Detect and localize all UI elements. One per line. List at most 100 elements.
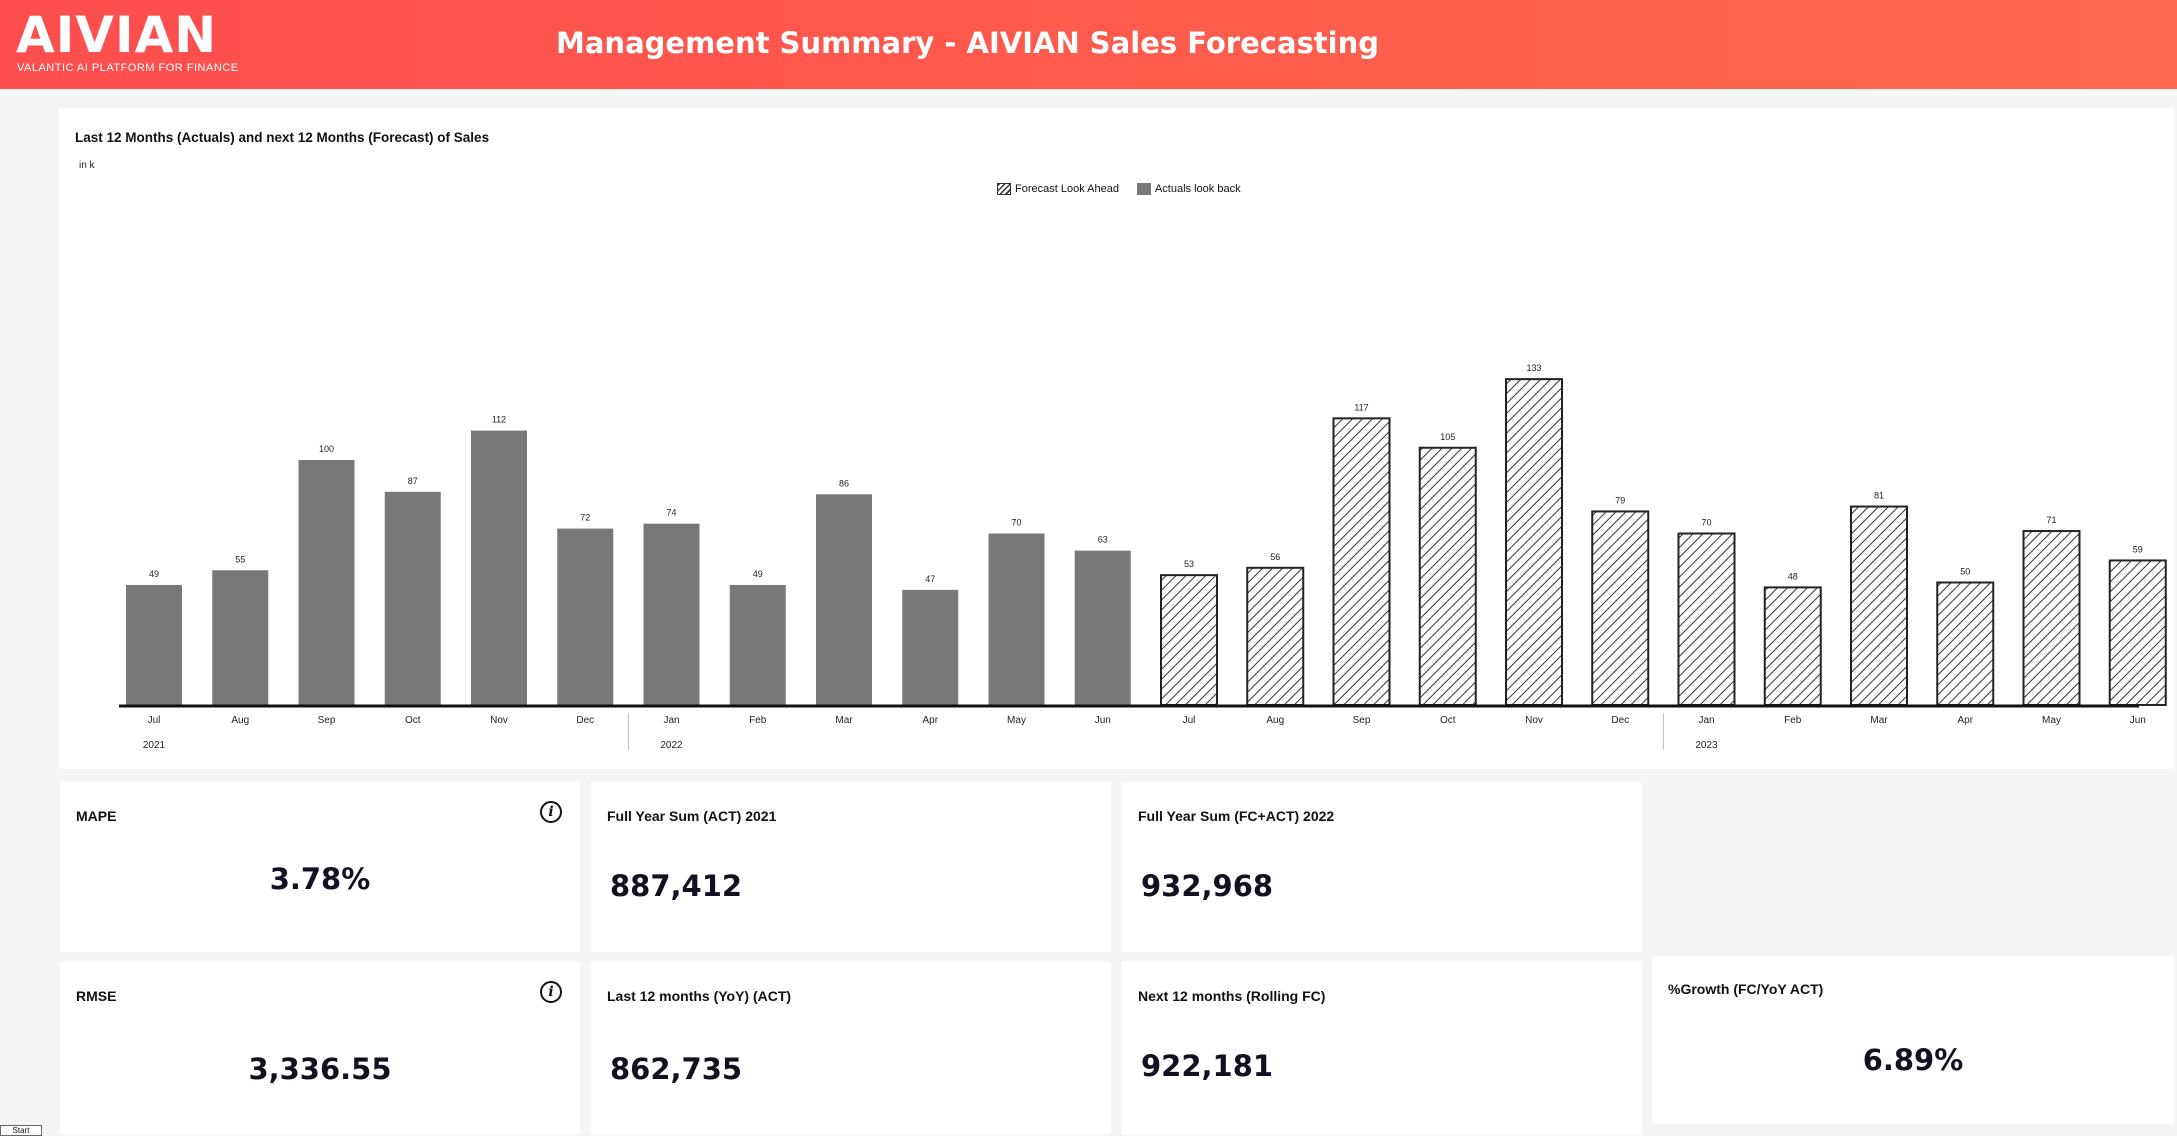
x-tick-label: Feb — [749, 715, 767, 726]
x-tick-label: Oct — [405, 715, 421, 726]
kpi-label-rmse: RMSE — [76, 988, 117, 1004]
forecast-bar[interactable] — [1677, 532, 1736, 706]
kpi-label-fy-act-2021: Full Year Sum (ACT) 2021 — [607, 808, 777, 824]
bar-value-label: 117 — [1354, 402, 1368, 412]
kpi-card-mape[interactable]: MAPE i 3.78% — [60, 782, 580, 952]
forecast-bar[interactable] — [1850, 505, 1908, 706]
kpi-value-fy-fc-act-2022: 932,968 — [1141, 869, 1274, 903]
kpi-card-next12[interactable]: Next 12 months (Rolling FC) 922,181 — [1122, 962, 1642, 1134]
bar-value-label: 86 — [839, 478, 849, 488]
x-tick-label: Jul — [1183, 715, 1196, 726]
actual-bar[interactable] — [729, 584, 786, 705]
forecast-bar[interactable] — [1763, 586, 1822, 706]
legend-item-forecast[interactable]: Forecast Look Ahead — [997, 183, 1119, 196]
x-tick-label: Sep — [1353, 715, 1371, 726]
kpi-label-growth: %Growth (FC/YoY ACT) — [1668, 981, 1824, 997]
x-tick-label: Aug — [1266, 715, 1284, 726]
kpi-card-fy-act-2021[interactable]: Full Year Sum (ACT) 2021 887,412 — [591, 782, 1111, 952]
forecast-bar[interactable] — [1936, 581, 1995, 706]
legend-item-actuals[interactable]: Actuals look back — [1136, 183, 1241, 196]
header-bar: AIVIAN VALANTIC AI PLATFORM FOR FINANCE … — [0, 0, 2177, 89]
bar-value-label: 71 — [2046, 515, 2056, 525]
chart-title: Last 12 Months (Actuals) and next 12 Mon… — [75, 130, 490, 145]
forecast-bar[interactable] — [2108, 559, 2167, 707]
sales-chart-card[interactable]: Last 12 Months (Actuals) and next 12 Mon… — [59, 108, 2174, 769]
bar-value-label: 112 — [492, 415, 506, 425]
kpi-value-rmse: 3,336.55 — [248, 1052, 392, 1086]
bar-value-label: 63 — [1098, 535, 1108, 545]
kpi-card-fy-fc-act-2022[interactable]: Full Year Sum (FC+ACT) 2022 932,968 — [1122, 782, 1642, 952]
bar-value-label: 53 — [1184, 559, 1194, 569]
actual-bar[interactable] — [126, 584, 182, 705]
forecast-bar[interactable] — [1160, 574, 1218, 706]
forecast-bar[interactable] — [1505, 378, 1563, 706]
x-tick-label: Jun — [1095, 715, 1111, 726]
forecast-bar[interactable] — [2022, 530, 2081, 706]
x-tick-label: Sep — [318, 715, 336, 726]
bar-value-label: 70 — [1011, 518, 1021, 528]
kpi-card-growth[interactable]: %Growth (FC/YoY ACT) 6.89% — [1652, 956, 2174, 1124]
actual-bar[interactable] — [1074, 550, 1131, 705]
x-tick-label: Jul — [148, 715, 161, 726]
bar-value-label: 50 — [1960, 567, 1970, 577]
bar-value-label: 47 — [925, 574, 935, 584]
x-tick-label: Apr — [922, 715, 938, 726]
kpi-label-last12: Last 12 months (YoY) (ACT) — [607, 988, 792, 1004]
actual-bar[interactable] — [557, 528, 614, 705]
kpi-card-last12[interactable]: Last 12 months (YoY) (ACT) 862,735 — [591, 962, 1111, 1134]
kpi-value-last12: 862,735 — [610, 1052, 743, 1086]
forecast-bar[interactable] — [1332, 417, 1391, 706]
x-tick-label: Aug — [231, 715, 249, 726]
sales-bar-chart: 49 Jul 55 Aug 100 Sep 87 Oct 112 Nov 72 Dec 74 Jan 49 F… — [119, 363, 2167, 751]
actual-bar[interactable] — [816, 494, 872, 705]
bar-value-label: 48 — [1788, 571, 1798, 581]
kpi-label-mape: MAPE — [76, 808, 117, 824]
x-tick-label: Jan — [663, 715, 679, 726]
bar-value-label: 100 — [319, 444, 334, 454]
x-tick-label: Oct — [1440, 715, 1456, 726]
actual-bar[interactable] — [643, 523, 700, 705]
actual-bar[interactable] — [384, 491, 441, 705]
kpi-value-growth: 6.89% — [1862, 1043, 1964, 1077]
x-tick-label: May — [1007, 715, 1026, 726]
year-label: 2023 — [1695, 740, 1718, 751]
kpi-label-fy-fc-act-2022: Full Year Sum (FC+ACT) 2022 — [1138, 808, 1335, 824]
aivian-logo: AIVIAN — [16, 6, 218, 64]
kpi-value-next12: 922,181 — [1141, 1049, 1274, 1083]
x-tick-label: Jan — [1698, 715, 1714, 726]
bar-value-label: 72 — [580, 513, 590, 523]
x-tick-label: Mar — [835, 715, 853, 726]
actual-bar[interactable] — [471, 430, 527, 705]
actual-bar[interactable] — [988, 533, 1045, 706]
actual-bar[interactable] — [298, 460, 355, 705]
year-label: 2022 — [660, 740, 683, 751]
x-tick-label: Mar — [1870, 715, 1888, 726]
actual-bar[interactable] — [212, 570, 269, 705]
bar-value-label: 49 — [149, 569, 159, 579]
actual-bar[interactable] — [902, 589, 959, 705]
kpi-card-rmse[interactable]: RMSE i 3,336.55 — [60, 962, 580, 1134]
x-tick-label: Dec — [1611, 715, 1629, 726]
forecast-bar[interactable] — [1591, 510, 1650, 707]
x-tick-label: Apr — [1957, 715, 1973, 726]
x-tick-label: Nov — [490, 715, 508, 726]
bar-value-label: 59 — [2133, 544, 2143, 554]
forecast-swatch-icon — [997, 183, 1011, 196]
kpi-label-next12: Next 12 months (Rolling FC) — [1138, 988, 1326, 1004]
bar-value-label: 133 — [1526, 363, 1541, 373]
forecast-bar[interactable] — [1246, 566, 1305, 706]
x-tick-label: Dec — [576, 715, 594, 726]
forecast-bar[interactable] — [1418, 446, 1477, 706]
info-icon[interactable]: i — [540, 981, 562, 1003]
year-label: 2021 — [143, 740, 166, 751]
bar-value-label: 105 — [1440, 432, 1455, 442]
bar-value-label: 74 — [666, 508, 676, 518]
page-title: Management Summary - AIVIAN Sales Foreca… — [556, 26, 1379, 60]
x-tick-label: May — [2042, 715, 2061, 726]
start-button[interactable]: Start — [0, 1125, 42, 1136]
kpi-value-fy-act-2021: 887,412 — [610, 869, 743, 903]
bar-value-label: 56 — [1270, 552, 1280, 562]
bar-value-label: 79 — [1615, 495, 1625, 505]
actuals-swatch-icon — [1136, 183, 1151, 196]
info-icon[interactable]: i — [540, 801, 562, 823]
